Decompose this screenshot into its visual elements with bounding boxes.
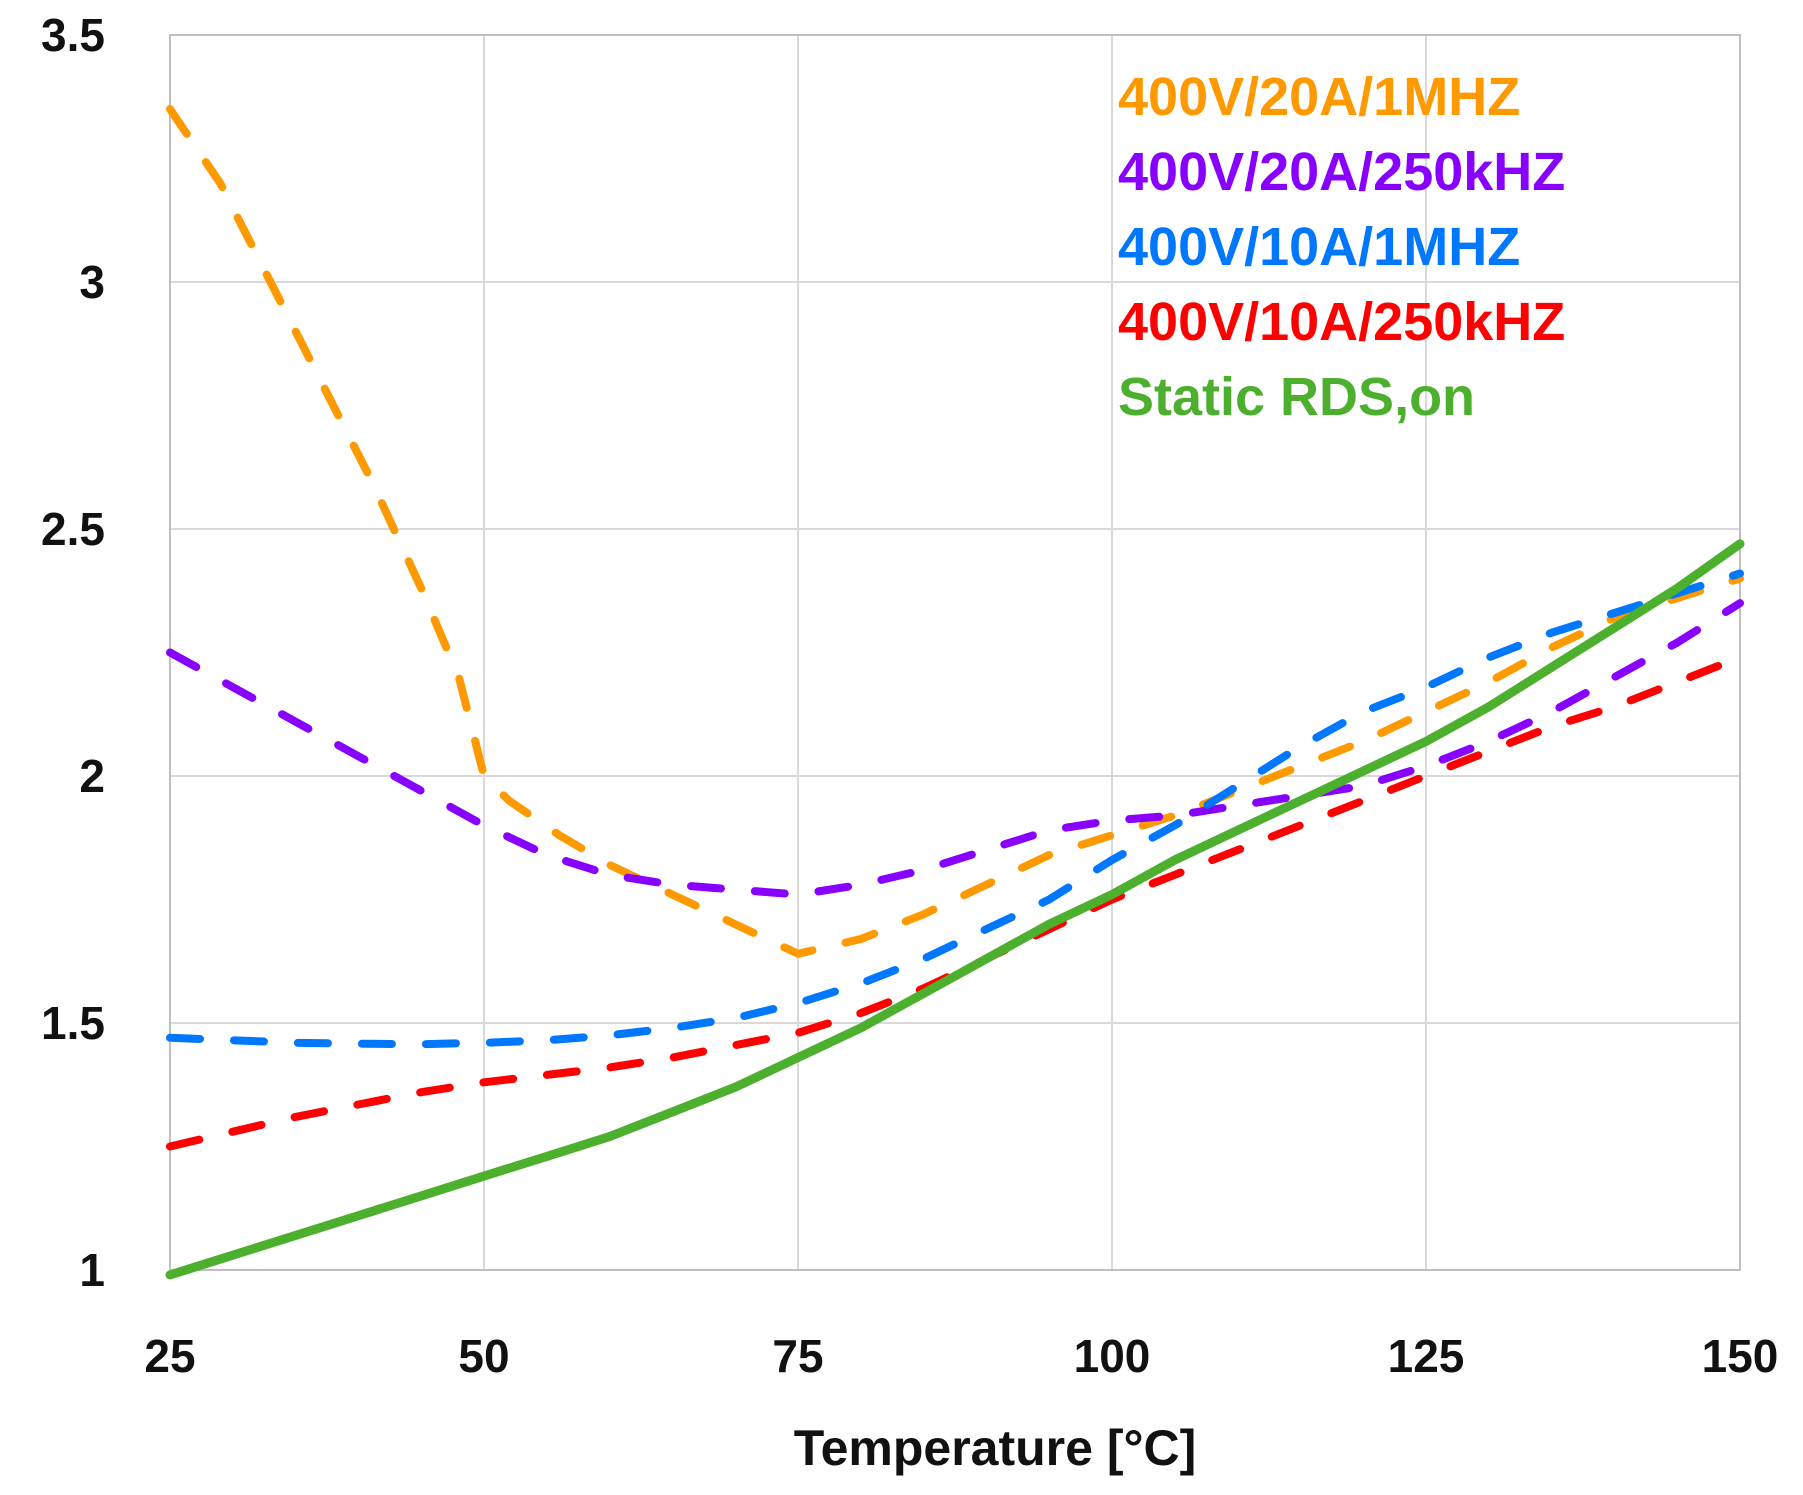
y-tick-label: 3.5 — [41, 9, 105, 61]
legend-entry-4: 400V/10A/250kHZ — [1118, 292, 1565, 352]
y-tick-label: 2 — [79, 750, 105, 802]
gridlines — [169, 34, 1741, 1271]
y-tick-label: 1.5 — [41, 997, 105, 1049]
series-line-3 — [166, 569, 1744, 1049]
x-tick-label: 150 — [1702, 1330, 1779, 1382]
series-line-2 — [166, 599, 1744, 899]
x-axis-title: Temperature [°C] — [794, 1420, 1196, 1476]
legend: 400V/20A/1MHZ 400V/20A/250kHZ 400V/10A/1MH… — [1118, 67, 1565, 427]
y-tick-label: 2.5 — [41, 503, 105, 555]
x-tick-label: 125 — [1388, 1330, 1465, 1382]
legend-entry-5: Static RDS,on — [1118, 367, 1475, 427]
x-tick-label: 100 — [1074, 1330, 1151, 1382]
x-axis-tick-labels: 25 50 75 100 125 150 — [144, 1330, 1778, 1382]
legend-entry-1: 400V/20A/1MHZ — [1118, 67, 1520, 127]
y-axis-tick-labels: 1 1.5 2 2.5 3 3.5 — [41, 9, 105, 1296]
series-lines — [165, 105, 1745, 1280]
series-line-5 — [165, 539, 1745, 1280]
x-tick-label: 25 — [144, 1330, 195, 1382]
y-tick-label: 1 — [79, 1244, 105, 1296]
legend-entry-2: 400V/20A/250kHZ — [1118, 142, 1565, 202]
x-tick-label: 50 — [458, 1330, 509, 1382]
x-tick-label: 75 — [772, 1330, 823, 1382]
series-line-4 — [166, 653, 1744, 1151]
y-tick-label: 3 — [79, 256, 105, 308]
legend-entry-3: 400V/10A/1MHZ — [1118, 217, 1520, 277]
series-line-1 — [166, 105, 1744, 958]
